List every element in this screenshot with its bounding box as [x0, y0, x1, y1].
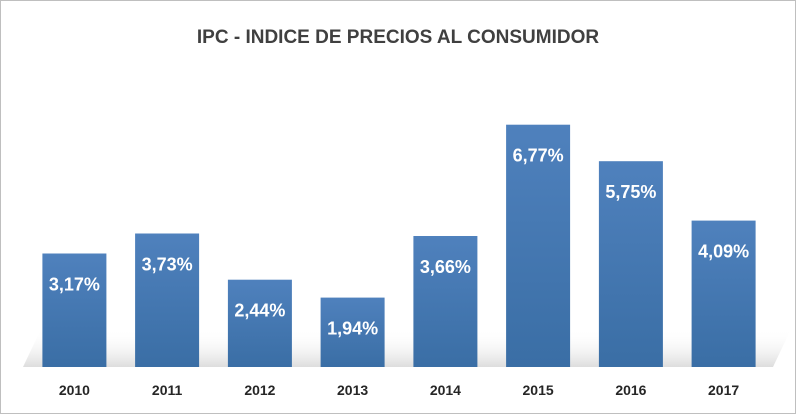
- data-label-group: 3,17% 3,73% 2,44% 1,94% 3,66% 6,77% 5,75% 4,09%: [49, 146, 749, 339]
- x-tick-2012: 2012: [244, 382, 275, 398]
- bar-2014: [413, 236, 478, 367]
- bar-2015: [506, 124, 571, 367]
- bar-2011: [135, 233, 200, 367]
- data-label-2011: 3,73%: [142, 255, 193, 275]
- data-label-2016: 5,75%: [605, 182, 656, 202]
- bar-2016: [598, 161, 663, 367]
- x-tick-2013: 2013: [337, 382, 368, 398]
- x-tick-2010: 2010: [59, 382, 90, 398]
- x-tick-2017: 2017: [708, 382, 739, 398]
- data-label-2014: 3,66%: [420, 257, 471, 277]
- x-tick-2011: 2011: [152, 382, 183, 398]
- bar-group: [42, 124, 756, 367]
- bar-2013: [320, 297, 385, 367]
- x-axis-ticks: 2010 2011 2012 2013 2014 2015 2016 2017: [59, 382, 740, 398]
- data-label-2010: 3,17%: [49, 275, 100, 295]
- data-label-2017: 4,09%: [698, 242, 749, 262]
- bar-2017: [691, 220, 756, 367]
- x-tick-2015: 2015: [523, 382, 554, 398]
- data-label-2015: 6,77%: [513, 146, 564, 166]
- x-tick-2014: 2014: [430, 382, 461, 398]
- x-tick-2016: 2016: [615, 382, 646, 398]
- chart-title: IPC - INDICE DE PRECIOS AL CONSUMIDOR: [197, 27, 599, 48]
- bar-2012: [227, 279, 292, 367]
- bar-2010: [42, 253, 107, 367]
- data-label-2012: 2,44%: [234, 301, 285, 321]
- data-label-2013: 1,94%: [327, 319, 378, 339]
